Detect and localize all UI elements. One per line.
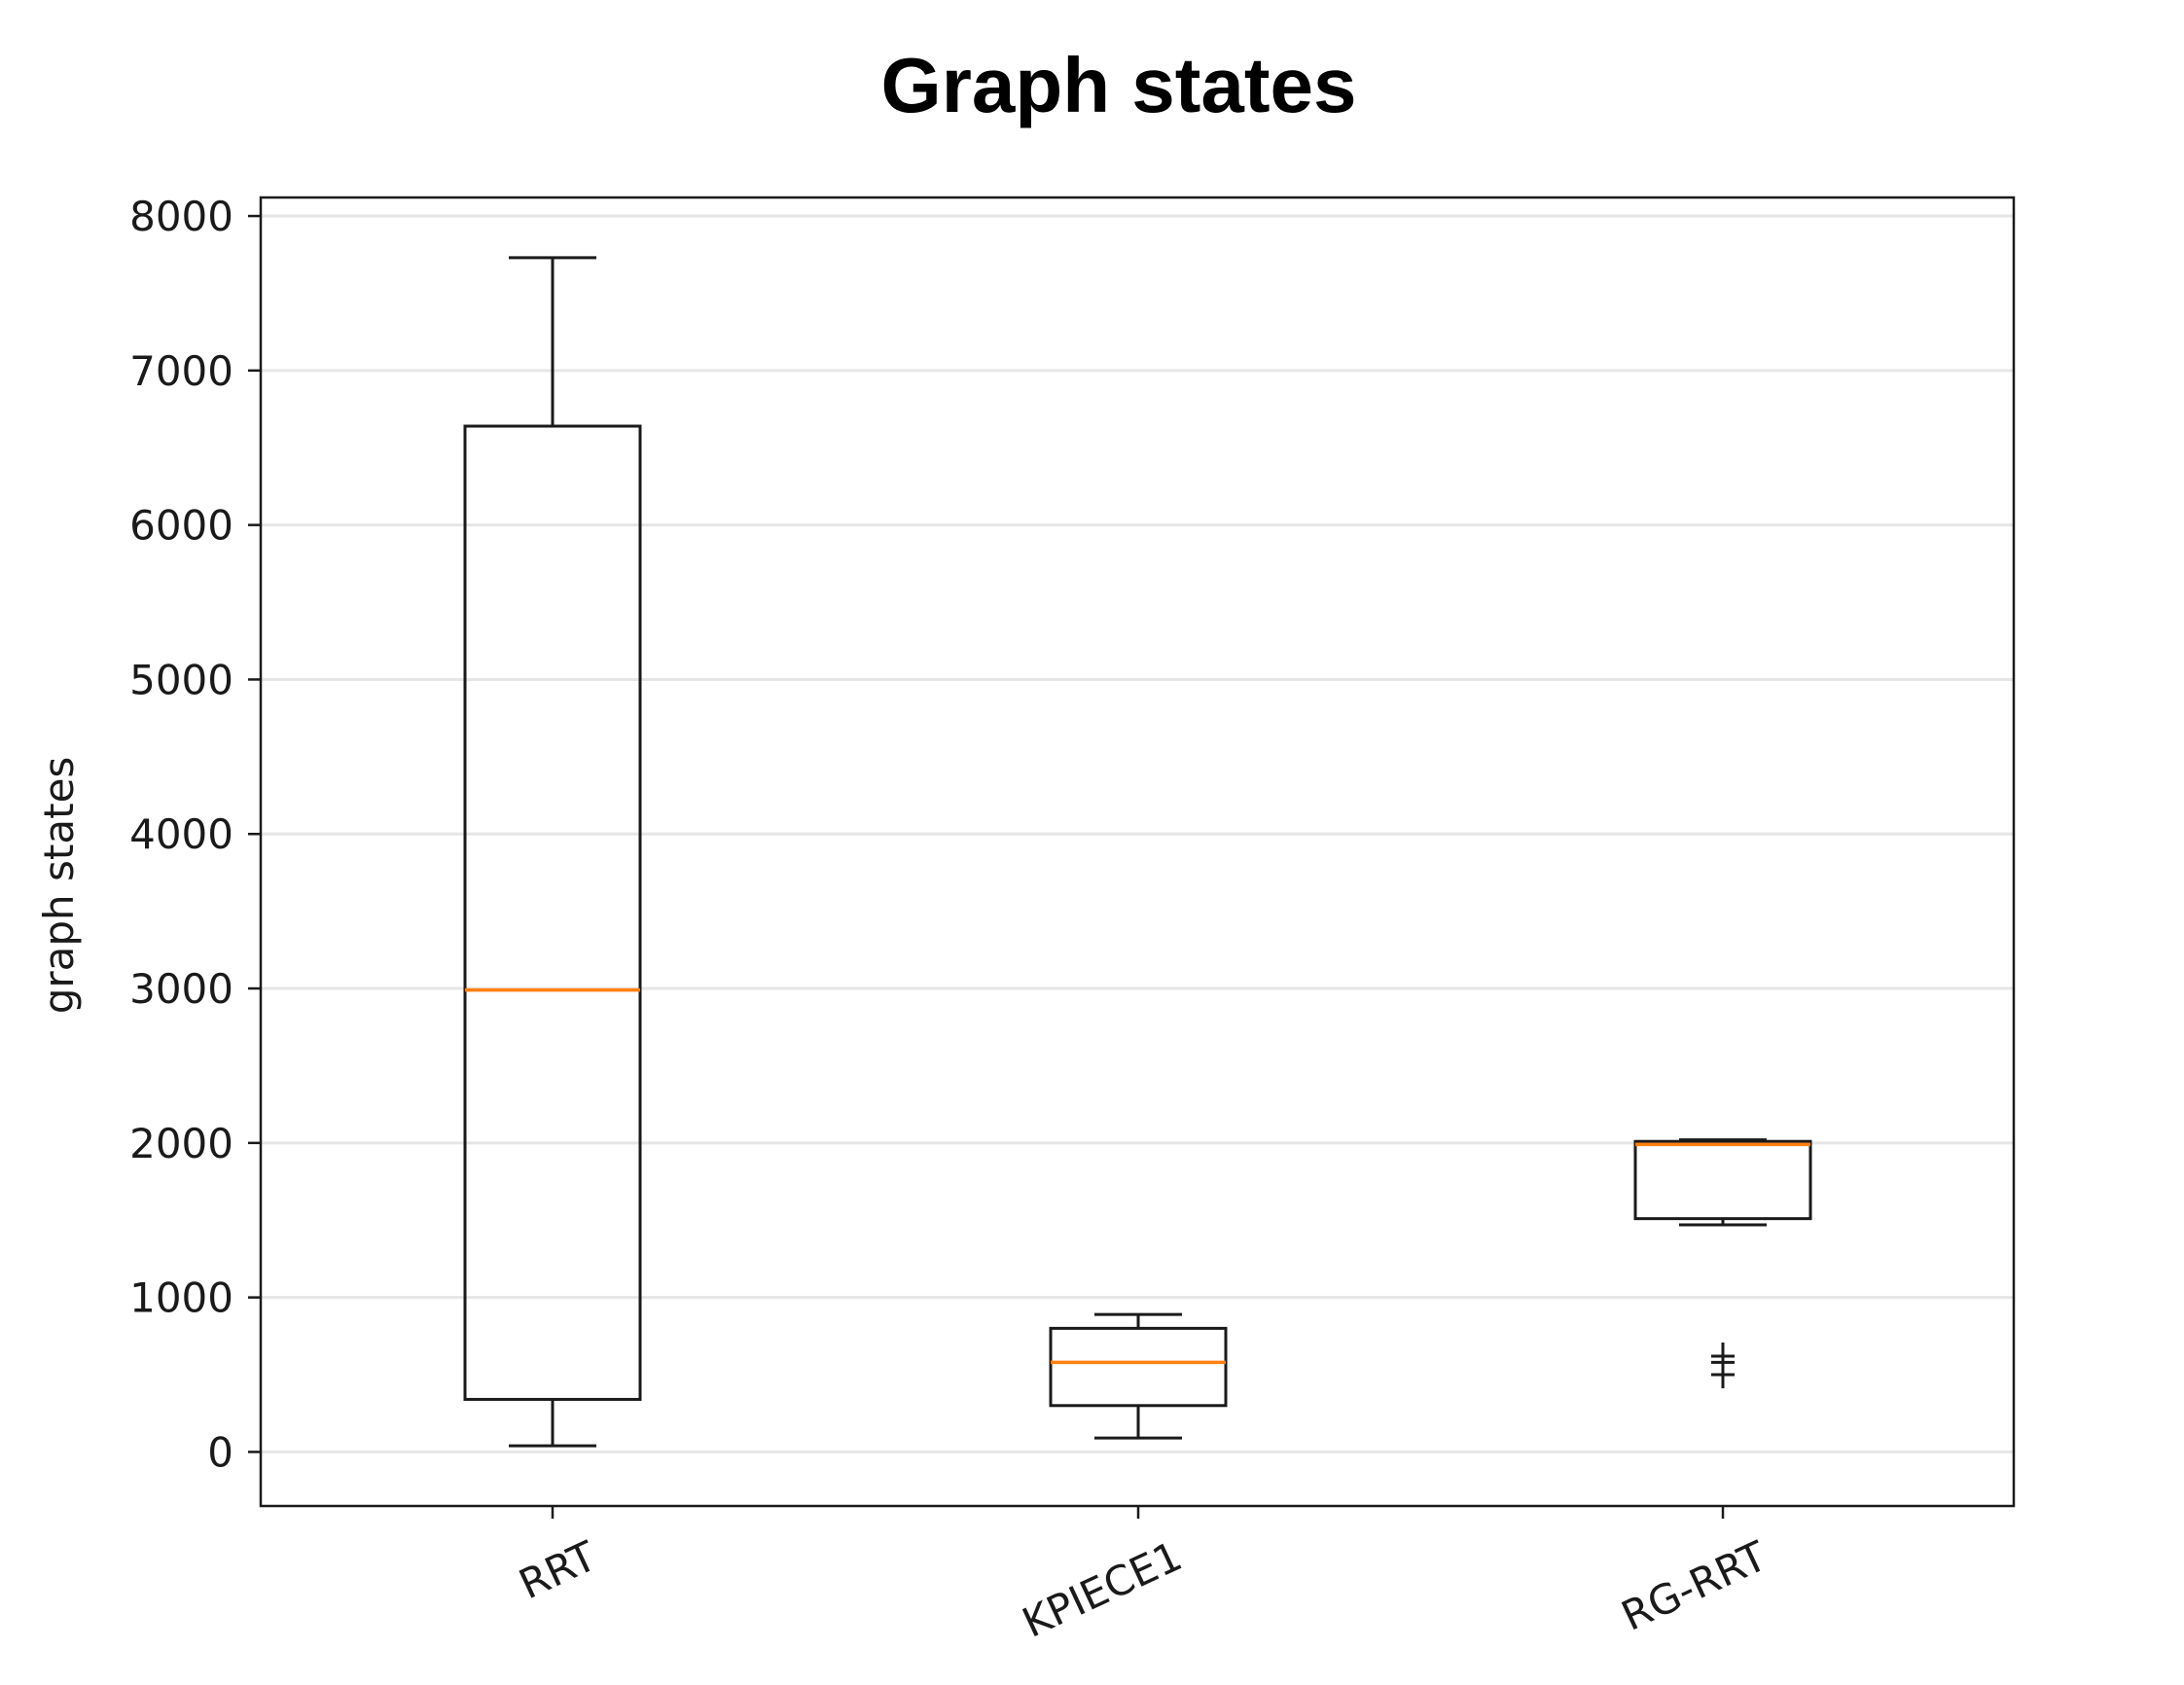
box-kpiece1 — [1049, 1312, 1228, 1440]
box-rrt — [463, 256, 642, 1448]
y-tick-label: 0 — [207, 1428, 233, 1476]
boxes — [463, 256, 1812, 1448]
y-tick-label: 1000 — [129, 1274, 233, 1322]
y-tick-label: 4000 — [129, 810, 233, 858]
y-axis-ticks: 0 1000 2000 3000 4000 5000 6000 7000 8000 — [129, 193, 261, 1476]
x-tick-label: KPIECE1 — [1015, 1532, 1189, 1647]
box-iqr — [1049, 1326, 1228, 1408]
box-iqr — [463, 424, 642, 1401]
grid-lines — [261, 214, 2014, 1453]
x-axis-ticks: RRT KPIECE1 RG-RRT — [512, 1506, 1774, 1647]
y-tick-label: 7000 — [129, 347, 233, 395]
chart-title: Graph states — [880, 42, 1356, 128]
y-tick-label: 6000 — [129, 502, 233, 550]
y-tick-label: 3000 — [129, 965, 233, 1013]
y-tick-label: 2000 — [129, 1120, 233, 1167]
y-tick-label: 5000 — [129, 656, 233, 703]
box-iqr — [1633, 1139, 1812, 1221]
y-axis-label: graph states — [35, 757, 83, 1015]
plot-frame — [259, 196, 2016, 1508]
x-tick-label: RG-RRT — [1614, 1532, 1773, 1640]
x-tick-label: RRT — [512, 1532, 603, 1609]
box-rg-rrt — [1633, 1138, 1812, 1389]
y-tick-label: 8000 — [129, 193, 233, 240]
